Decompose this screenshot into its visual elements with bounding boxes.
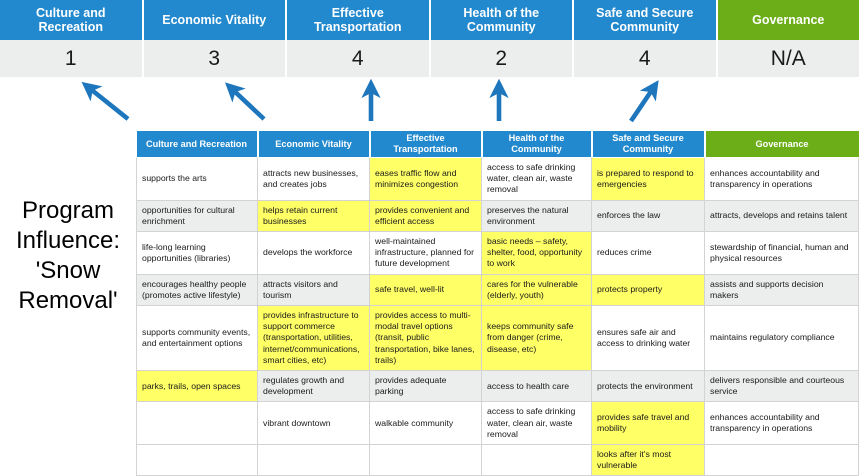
matrix-cell [705,445,859,476]
matrix-header-safe-and-secure-community: Safe and Secure Community [592,131,705,158]
matrix-cell: walkable community [370,402,482,445]
matrix-header-governance: Governance [705,131,859,158]
matrix-cell: provides safe travel and mobility [592,402,705,445]
table-row: parks, trails, open spaces regulates gro… [137,371,859,402]
scorecard-header-culture-and-recreation: Culture and Recreation [0,0,144,40]
scorecard-page: Culture and Recreation Economic Vitality… [0,0,859,465]
scorecard-header-row: Culture and Recreation Economic Vitality… [0,0,859,40]
matrix-cell: attracts, develops and retains talent [705,200,859,231]
scorecard-value-safe-and-secure-community: 4 [574,40,718,77]
matrix-cell: attracts new businesses, and creates job… [258,158,370,201]
matrix-header-culture-and-recreation: Culture and Recreation [137,131,258,158]
matrix-cell: access to health care [482,371,592,402]
matrix-header-health-of-the-community: Health of the Community [482,131,592,158]
caption-line-3: 'Snow [4,256,132,286]
matrix-cell: basic needs – safety, shelter, food, opp… [482,232,592,275]
scorecard-value-economic-vitality: 3 [144,40,288,77]
caption-line-2: Influence: [4,226,132,256]
matrix-cell: enforces the law [592,200,705,231]
matrix-cell: enhances accountability and transparency… [705,402,859,445]
matrix-cell: is prepared to respond to emergencies [592,158,705,201]
matrix-cell: parks, trails, open spaces [137,371,258,402]
matrix-cell: supports the arts [137,158,258,201]
matrix-cell: provides adequate parking [370,371,482,402]
matrix-cell [137,445,258,476]
matrix-cell: supports community events, and entertain… [137,306,258,371]
matrix-cell: access to safe drinking water, clean air… [482,402,592,445]
arrows-layer [0,77,859,135]
arrow-culture-and-recreation [88,87,128,119]
matrix-cell: maintains regulatory compliance [705,306,859,371]
matrix-cell: opportunities for cultural enrichment [137,200,258,231]
scorecard-header-health-of-the-community: Health of the Community [431,0,575,40]
matrix-cell: develops the workforce [258,232,370,275]
matrix-body: supports the arts attracts new businesse… [137,158,859,476]
program-influence-caption: Program Influence: 'Snow Removal' [4,196,132,316]
scorecard-value-effective-transportation: 4 [287,40,431,77]
table-row: encourages healthy people (promotes acti… [137,274,859,305]
matrix-cell [370,445,482,476]
matrix-cell: access to safe drinking water, clean air… [482,158,592,201]
scorecard-header-economic-vitality: Economic Vitality [144,0,288,40]
caption-line-1: Program [4,196,132,226]
matrix-cell [137,402,258,445]
table-row: supports community events, and entertain… [137,306,859,371]
matrix-cell: provides access to multi-modal travel op… [370,306,482,371]
matrix-header-row: Culture and Recreation Economic Vitality… [137,131,859,158]
matrix-cell: preserves the natural environment [482,200,592,231]
table-row: looks after it's most vulnerable [137,445,859,476]
matrix-cell: ensures safe air and access to drinking … [592,306,705,371]
scorecard-value-row: 1 3 4 2 4 N/A [0,40,859,77]
scorecard-header-governance: Governance [718,0,859,40]
matrix-cell: regulates growth and development [258,371,370,402]
matrix-cell: eases traffic flow and minimizes congest… [370,158,482,201]
matrix-cell: well-maintained infrastructure, planned … [370,232,482,275]
scorecard-value-governance: N/A [718,40,859,77]
influence-matrix-table: Culture and Recreation Economic Vitality… [136,131,859,476]
matrix-cell: keeps community safe from danger (crime,… [482,306,592,371]
top-scorecard: Culture and Recreation Economic Vitality… [0,0,859,77]
matrix-cell: assists and supports decision makers [705,274,859,305]
scorecard-value-health-of-the-community: 2 [431,40,575,77]
matrix-cell [482,445,592,476]
matrix-cell: provides infrastructure to support comme… [258,306,370,371]
matrix-cell: helps retain current businesses [258,200,370,231]
matrix-cell: cares for the vulnerable (elderly, youth… [482,274,592,305]
matrix-cell: attracts visitors and tourism [258,274,370,305]
matrix-cell: reduces crime [592,232,705,275]
matrix-cell: looks after it's most vulnerable [592,445,705,476]
matrix-cell: encourages healthy people (promotes acti… [137,274,258,305]
matrix-header-economic-vitality: Economic Vitality [258,131,370,158]
scorecard-header-safe-and-secure-community: Safe and Secure Community [574,0,718,40]
arrow-economic-vitality [231,88,264,119]
scorecard-header-effective-transportation: Effective Transportation [287,0,431,40]
matrix-cell: life-long learning opportunities (librar… [137,232,258,275]
matrix-cell [258,445,370,476]
caption-line-4: Removal' [4,286,132,316]
matrix-header-effective-transportation: Effective Transportation [370,131,482,158]
table-row: supports the arts attracts new businesse… [137,158,859,201]
table-row: vibrant downtown walkable community acce… [137,402,859,445]
matrix-cell: protects property [592,274,705,305]
matrix-cell: enhances accountability and transparency… [705,158,859,201]
matrix-cell: provides convenient and efficient access [370,200,482,231]
matrix-cell: delivers responsible and courteous servi… [705,371,859,402]
matrix-cell: protects the environment [592,371,705,402]
arrow-safe-and-secure-community [631,87,654,121]
matrix-cell: safe travel, well-lit [370,274,482,305]
table-row: life-long learning opportunities (librar… [137,232,859,275]
scorecard-value-culture-and-recreation: 1 [0,40,144,77]
matrix-cell: vibrant downtown [258,402,370,445]
table-row: opportunities for cultural enrichment he… [137,200,859,231]
matrix-cell: stewardship of financial, human and phys… [705,232,859,275]
